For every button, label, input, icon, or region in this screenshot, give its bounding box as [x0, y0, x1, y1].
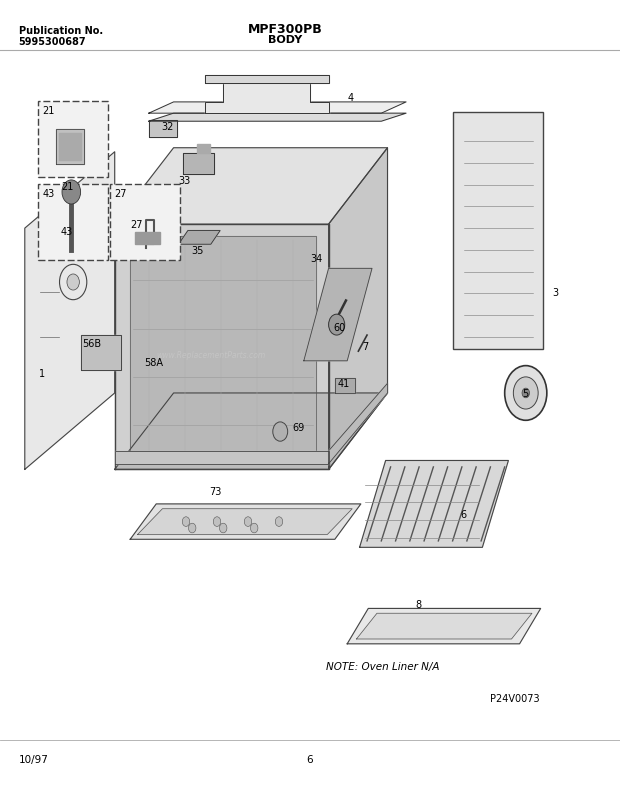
- Polygon shape: [149, 114, 406, 122]
- Polygon shape: [138, 509, 352, 535]
- Circle shape: [213, 517, 221, 527]
- Text: 8: 8: [415, 599, 422, 609]
- Text: 6: 6: [461, 509, 467, 519]
- Polygon shape: [115, 225, 329, 470]
- Polygon shape: [197, 145, 210, 154]
- Text: BODY: BODY: [268, 35, 303, 45]
- Circle shape: [250, 524, 258, 533]
- Circle shape: [62, 181, 81, 205]
- Text: 41: 41: [338, 379, 350, 389]
- Polygon shape: [59, 134, 81, 161]
- Text: 73: 73: [210, 487, 222, 496]
- Polygon shape: [347, 609, 541, 644]
- Polygon shape: [360, 461, 508, 548]
- Polygon shape: [115, 149, 388, 225]
- Circle shape: [329, 315, 345, 336]
- Text: Publication No.: Publication No.: [19, 26, 103, 35]
- Text: 27: 27: [114, 189, 126, 198]
- Text: 33: 33: [179, 176, 191, 185]
- Circle shape: [219, 524, 227, 533]
- Polygon shape: [205, 76, 329, 84]
- Polygon shape: [329, 149, 388, 470]
- Polygon shape: [356, 613, 532, 639]
- Text: 35: 35: [191, 246, 203, 255]
- Text: NOTE: Oven Liner N/A: NOTE: Oven Liner N/A: [326, 662, 439, 671]
- Text: 56B: 56B: [82, 339, 101, 349]
- Polygon shape: [329, 384, 388, 464]
- Polygon shape: [304, 269, 372, 361]
- Polygon shape: [130, 237, 316, 458]
- Text: 60: 60: [334, 323, 346, 332]
- Circle shape: [188, 524, 196, 533]
- Polygon shape: [149, 103, 406, 114]
- Text: 34: 34: [310, 254, 322, 263]
- Text: 3: 3: [552, 288, 558, 298]
- Polygon shape: [335, 379, 355, 393]
- Text: 32: 32: [161, 122, 174, 132]
- Circle shape: [273, 422, 288, 442]
- Polygon shape: [81, 336, 121, 371]
- Text: 10/97: 10/97: [19, 754, 48, 764]
- Bar: [453, 112, 542, 349]
- Polygon shape: [135, 233, 160, 245]
- Circle shape: [522, 389, 529, 398]
- Polygon shape: [130, 504, 361, 540]
- Polygon shape: [115, 451, 329, 464]
- Text: 43: 43: [42, 189, 55, 198]
- Circle shape: [505, 366, 547, 421]
- Polygon shape: [149, 120, 177, 138]
- Bar: [38, 102, 108, 178]
- Polygon shape: [25, 153, 115, 470]
- Text: 21: 21: [42, 106, 55, 116]
- Bar: [110, 185, 180, 261]
- Text: 5: 5: [523, 389, 529, 398]
- Polygon shape: [40, 243, 56, 257]
- Text: 5995300687: 5995300687: [19, 37, 86, 47]
- Polygon shape: [56, 130, 84, 165]
- Text: www.ReplacementParts.com: www.ReplacementParts.com: [156, 350, 265, 360]
- Text: 1: 1: [39, 369, 45, 378]
- Text: MPF300PB: MPF300PB: [248, 22, 322, 35]
- Circle shape: [182, 517, 190, 527]
- Polygon shape: [179, 231, 220, 245]
- Text: 69: 69: [293, 422, 305, 432]
- Text: 4: 4: [347, 93, 353, 103]
- Text: 6: 6: [307, 754, 313, 764]
- Text: 27: 27: [130, 220, 143, 230]
- Text: 43: 43: [61, 226, 73, 236]
- Text: 7: 7: [363, 342, 369, 352]
- Circle shape: [67, 275, 79, 291]
- Text: P24V0073: P24V0073: [490, 694, 539, 703]
- Circle shape: [513, 377, 538, 410]
- Polygon shape: [115, 393, 388, 470]
- Bar: [38, 185, 108, 261]
- Text: 21: 21: [61, 181, 73, 191]
- Circle shape: [244, 517, 252, 527]
- Polygon shape: [183, 154, 214, 175]
- Polygon shape: [205, 80, 329, 114]
- Polygon shape: [40, 199, 62, 217]
- Circle shape: [275, 517, 283, 527]
- Text: 58A: 58A: [144, 358, 163, 368]
